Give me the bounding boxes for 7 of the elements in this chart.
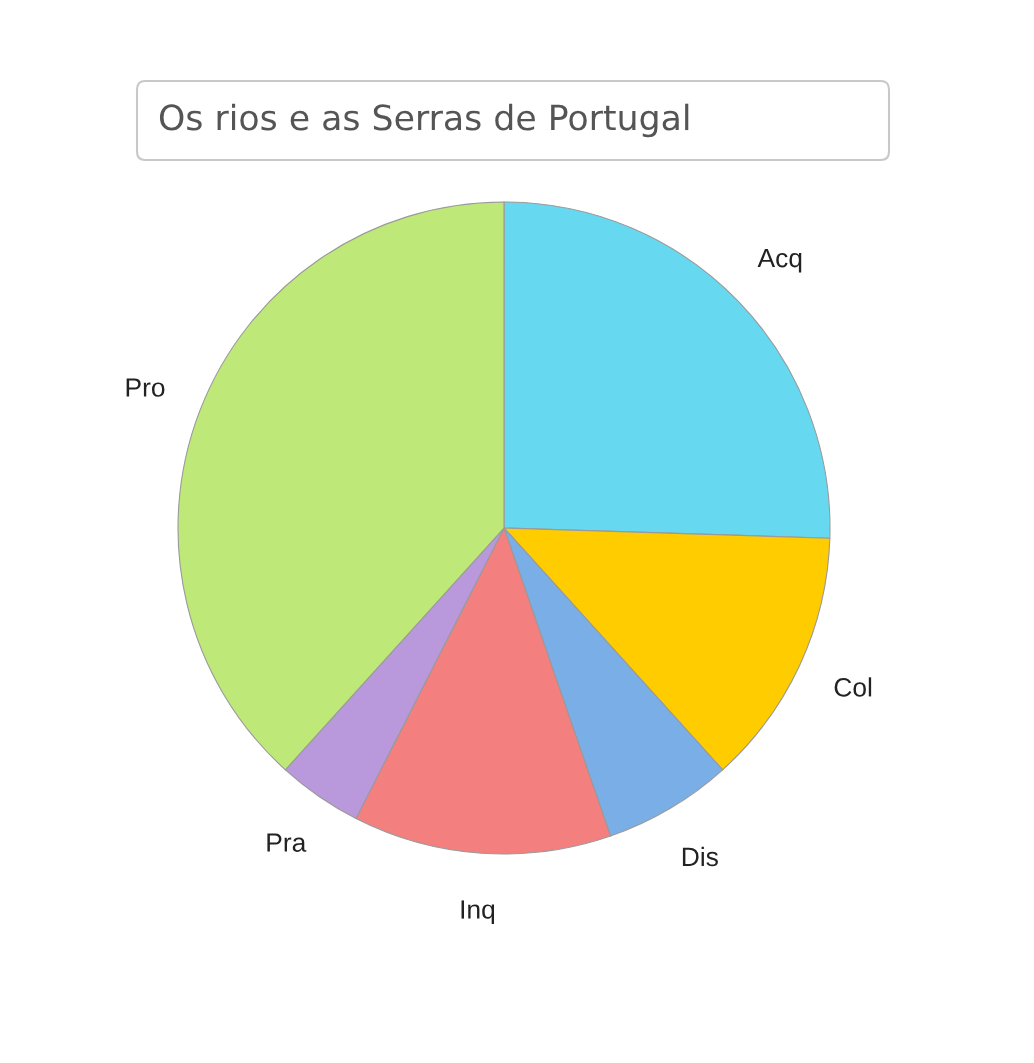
slice-label: Dis (682, 846, 718, 867)
slice-label: Acq (757, 248, 802, 273)
slice-label: Pro (126, 378, 165, 397)
chart-title: Os rios e as Serras de Portugal (159, 103, 689, 138)
slice-label: Col (834, 677, 872, 697)
slice-label: Pra (267, 833, 307, 852)
slice-label: Inq (461, 900, 495, 925)
